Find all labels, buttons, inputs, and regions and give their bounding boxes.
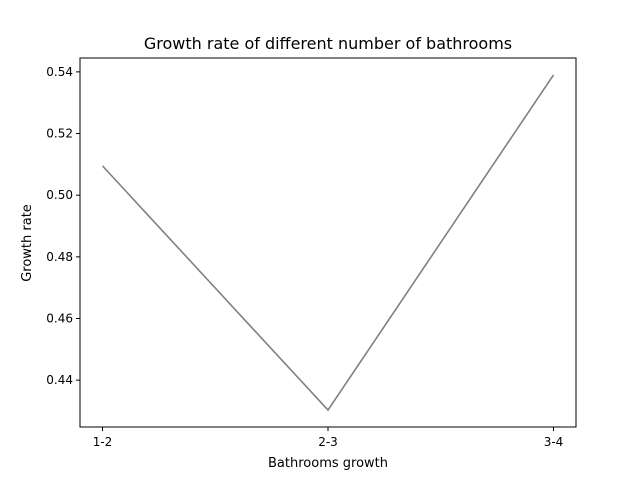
x-axis: 1-2 2-3 3-4 — [93, 427, 564, 449]
plot-area — [79, 57, 577, 428]
y-tick-label: 0.54 — [46, 65, 73, 79]
y-tick-label: 0.44 — [46, 373, 73, 387]
y-tick-label: 0.48 — [46, 250, 73, 264]
x-axis-title: Bathrooms growth — [268, 456, 388, 471]
y-axis-title: Growth rate — [20, 204, 35, 282]
y-axis: 0.44 0.46 0.48 0.50 0.52 0.54 — [46, 65, 80, 387]
x-tick-label: 1-2 — [93, 435, 113, 449]
series-line — [101, 74, 555, 412]
series-group — [101, 74, 555, 412]
chart-title: Growth rate of different number of bathr… — [144, 34, 512, 53]
y-tick-label: 0.52 — [46, 127, 73, 141]
y-tick-label: 0.46 — [46, 311, 73, 325]
x-tick-label: 3-4 — [544, 435, 564, 449]
x-tick-label: 2-3 — [318, 435, 338, 449]
y-tick-label: 0.50 — [46, 188, 73, 202]
